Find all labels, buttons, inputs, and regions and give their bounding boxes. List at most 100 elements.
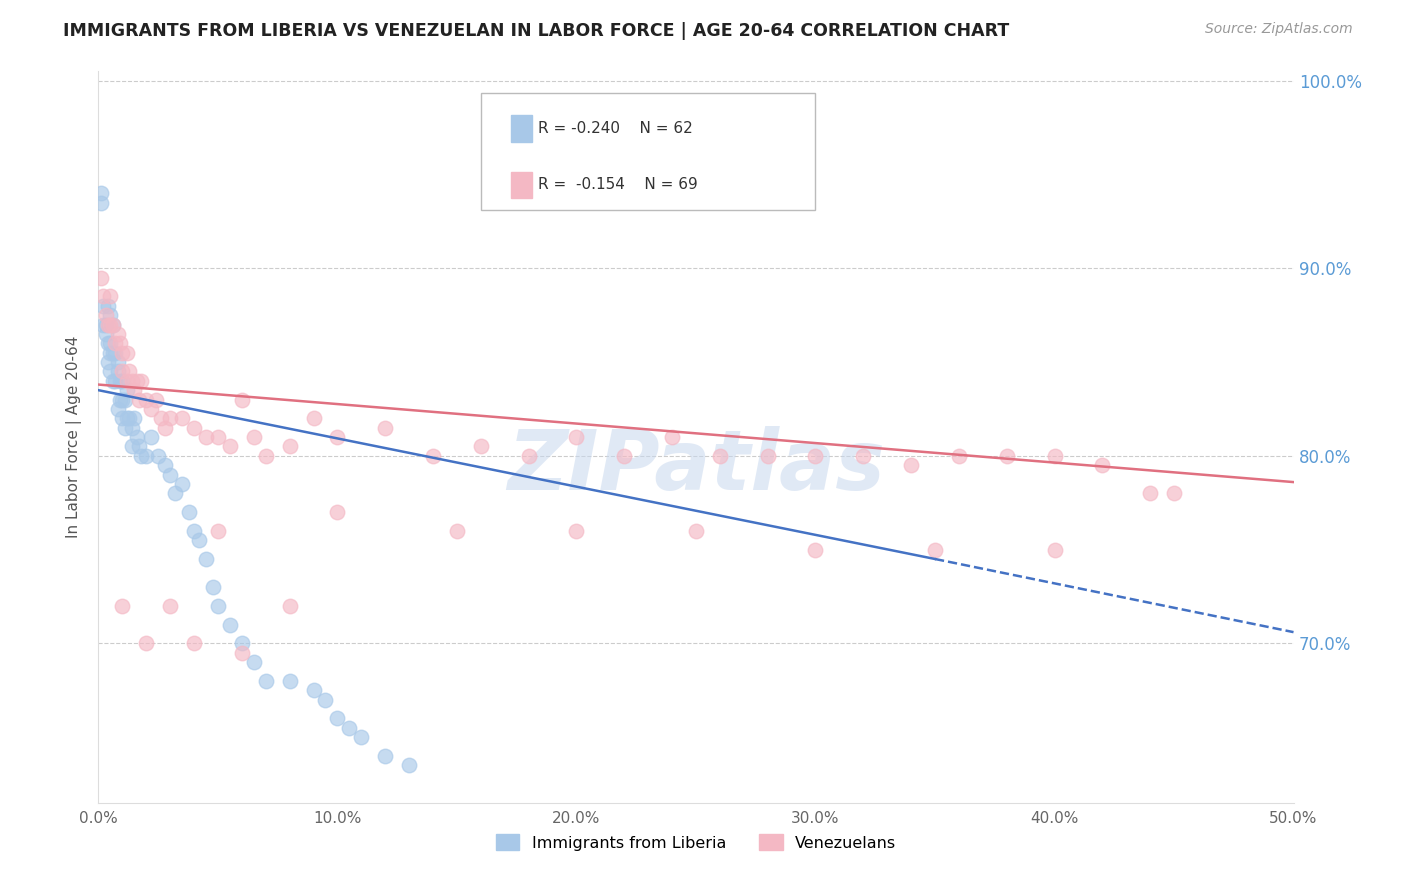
Point: [207, 430, 229, 444]
Point: [94, 318, 117, 332]
Point: [661, 430, 683, 444]
Text: ZIPatlas: ZIPatlas: [508, 425, 884, 507]
Point: [115, 345, 138, 359]
Point: [183, 524, 205, 538]
Point: [1139, 486, 1161, 500]
Point: [90, 270, 112, 285]
Point: [97, 299, 120, 313]
Point: [118, 364, 141, 378]
Point: [131, 374, 153, 388]
Point: [187, 533, 209, 548]
Point: [114, 392, 136, 407]
Point: [254, 673, 277, 688]
Point: [195, 430, 218, 444]
Point: [804, 542, 827, 557]
Point: [852, 449, 875, 463]
Point: [125, 430, 148, 444]
Point: [101, 374, 124, 388]
Point: [121, 420, 143, 434]
Point: [135, 392, 157, 407]
Point: [159, 411, 181, 425]
Point: [118, 411, 141, 425]
Point: [94, 326, 117, 341]
Point: [107, 401, 129, 416]
Point: [145, 392, 167, 407]
Point: [326, 711, 349, 725]
Point: [183, 420, 205, 434]
Point: [135, 636, 157, 650]
Point: [98, 336, 122, 351]
Point: [195, 552, 218, 566]
Point: [104, 345, 127, 359]
Point: [350, 730, 373, 744]
Point: [995, 449, 1018, 463]
Point: [207, 524, 229, 538]
Point: [98, 345, 122, 359]
Point: [104, 336, 127, 351]
Point: [107, 355, 129, 369]
Point: [709, 449, 731, 463]
Point: [422, 449, 444, 463]
Point: [278, 440, 301, 454]
Point: [111, 392, 134, 407]
Point: [91, 318, 114, 332]
Y-axis label: In Labor Force | Age 20-64: In Labor Force | Age 20-64: [66, 336, 82, 538]
Point: [90, 186, 112, 201]
Point: [326, 430, 349, 444]
Point: [326, 505, 349, 519]
Point: [219, 617, 242, 632]
Point: [756, 449, 779, 463]
Point: [315, 692, 337, 706]
Point: [470, 440, 492, 454]
Point: [108, 374, 131, 388]
Point: [98, 318, 122, 332]
Point: [124, 383, 146, 397]
Point: [107, 326, 129, 341]
Point: [121, 440, 143, 454]
Point: [128, 440, 150, 454]
Point: [1043, 449, 1066, 463]
Point: [91, 289, 114, 303]
Point: [202, 580, 225, 594]
Point: [104, 374, 127, 388]
Point: [139, 430, 162, 444]
Point: [90, 195, 112, 210]
Point: [278, 599, 301, 613]
Point: [243, 655, 266, 669]
Point: [111, 345, 134, 359]
Point: [219, 440, 242, 454]
Legend: Immigrants from Liberia, Venezuelans: Immigrants from Liberia, Venezuelans: [489, 828, 903, 857]
Point: [98, 308, 122, 322]
Point: [131, 449, 153, 463]
Point: [278, 673, 301, 688]
Point: [101, 318, 124, 332]
Point: [302, 411, 325, 425]
Point: [101, 345, 124, 359]
Text: Source: ZipAtlas.com: Source: ZipAtlas.com: [1205, 22, 1353, 37]
Point: [111, 599, 134, 613]
Point: [924, 542, 946, 557]
Point: [111, 374, 134, 388]
Point: [148, 449, 170, 463]
Point: [159, 599, 181, 613]
Point: [179, 505, 201, 519]
Point: [1091, 458, 1114, 473]
Point: [302, 683, 325, 698]
Point: [446, 524, 468, 538]
Point: [374, 420, 396, 434]
Point: [94, 308, 117, 322]
Point: [128, 392, 150, 407]
Text: IMMIGRANTS FROM LIBERIA VS VENEZUELAN IN LABOR FORCE | AGE 20-64 CORRELATION CHA: IMMIGRANTS FROM LIBERIA VS VENEZUELAN IN…: [63, 22, 1010, 40]
Point: [172, 477, 194, 491]
Point: [517, 449, 540, 463]
Point: [685, 524, 707, 538]
Point: [124, 411, 146, 425]
Point: [231, 392, 253, 407]
Point: [183, 636, 205, 650]
Point: [207, 599, 229, 613]
Point: [115, 411, 138, 425]
Point: [565, 430, 588, 444]
Point: [339, 721, 361, 735]
Point: [97, 318, 120, 332]
Point: [114, 420, 136, 434]
